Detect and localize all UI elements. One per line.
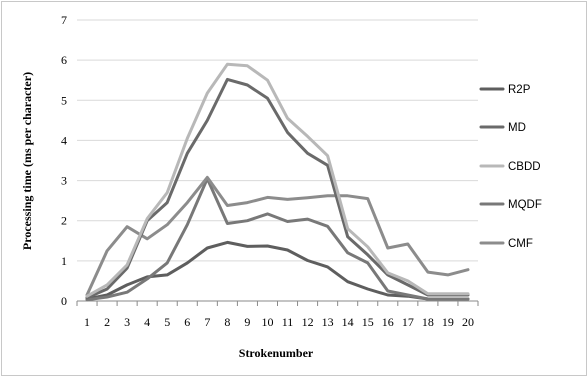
legend-label-r2p: R2P — [508, 84, 531, 96]
x-tick-label-4: 4 — [144, 315, 150, 329]
series-line-cbdd — [85, 62, 470, 298]
x-tick-label-9: 9 — [244, 315, 250, 329]
x-tick-label-16: 16 — [382, 315, 394, 329]
x-tick-label-1: 1 — [84, 315, 90, 329]
x-tick-label-15: 15 — [362, 315, 374, 329]
x-tick-label-6: 6 — [184, 315, 190, 329]
y-tick-label-4: 4 — [61, 133, 67, 147]
x-tick-label-5: 5 — [164, 315, 170, 329]
x-tick-label-13: 13 — [322, 315, 334, 329]
y-axis-title: Processing time (ms per character) — [20, 72, 34, 250]
series-lines — [85, 62, 470, 302]
x-tick-label-8: 8 — [224, 315, 230, 329]
x-tick-label-19: 19 — [442, 315, 454, 329]
legend-label-mqdf: MQDF — [508, 199, 542, 211]
legend-label-cmf: CMF — [508, 238, 533, 250]
x-tick-label-11: 11 — [282, 315, 294, 329]
x-tick-label-17: 17 — [402, 315, 414, 329]
y-tick-label-5: 5 — [61, 93, 67, 107]
x-tick-label-10: 10 — [261, 315, 273, 329]
legend-label-cbdd: CBDD — [508, 161, 541, 173]
y-tick-label-1: 1 — [61, 254, 67, 268]
y-tick-label-7: 7 — [61, 13, 67, 27]
x-tick-label-20: 20 — [462, 315, 474, 329]
x-tick-label-7: 7 — [204, 315, 210, 329]
x-tick-label-14: 14 — [342, 315, 354, 329]
y-tick-label-2: 2 — [61, 214, 67, 228]
x-tick-label-12: 12 — [302, 315, 314, 329]
y-tick-label-6: 6 — [61, 53, 67, 67]
y-tick-label-3: 3 — [61, 174, 67, 188]
series-line-md — [85, 77, 470, 300]
x-tick-label-18: 18 — [422, 315, 434, 329]
x-tick-label-2: 2 — [104, 315, 110, 329]
x-tick-label-3: 3 — [124, 315, 130, 329]
legend: R2P MD CBDD MQDF CMF — [479, 84, 542, 250]
x-axis-title: Strokenumber — [239, 346, 314, 360]
series-line-mqdf — [85, 177, 470, 302]
legend-label-md: MD — [508, 122, 526, 134]
series-line-cmf — [85, 175, 470, 297]
y-tick-label-0: 0 — [61, 294, 67, 308]
